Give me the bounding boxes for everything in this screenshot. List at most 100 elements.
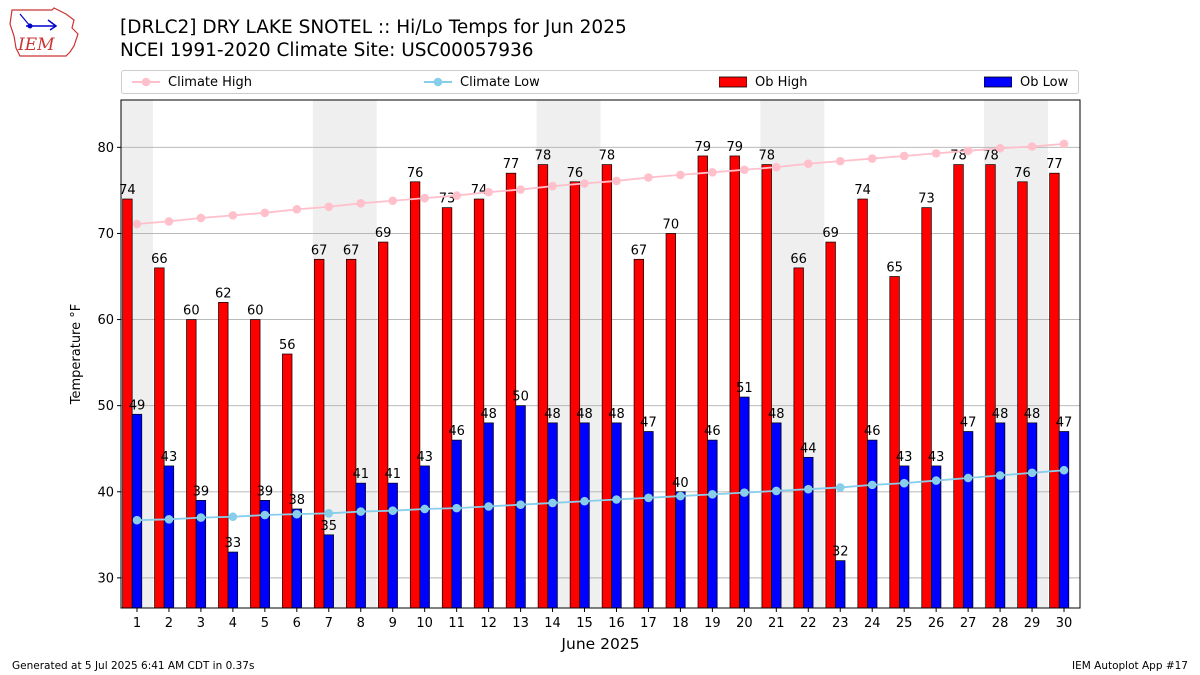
climate-low-point bbox=[803, 484, 813, 494]
ob-high-label: 76 bbox=[567, 166, 584, 181]
climate-low-point bbox=[324, 508, 334, 518]
x-tick-label: 28 bbox=[992, 616, 1009, 631]
x-tick-label: 19 bbox=[704, 616, 721, 631]
x-tick-label: 11 bbox=[448, 616, 465, 631]
ob-low-bar bbox=[195, 500, 207, 609]
legend: Climate High Climate Low Ob High Ob Low bbox=[121, 70, 1079, 94]
climate-high-point bbox=[676, 170, 685, 180]
ob-low-label: 47 bbox=[1056, 415, 1073, 430]
ob-high-label: 67 bbox=[631, 243, 648, 258]
ob-high-label: 56 bbox=[279, 338, 296, 353]
ob-high-bar bbox=[505, 172, 517, 609]
climate-high-point bbox=[260, 208, 270, 218]
ob-low-bar bbox=[707, 439, 718, 609]
chart-title: [DRLC2] DRY LAKE SNOTEL :: Hi/Lo Temps f… bbox=[120, 17, 627, 38]
ob-high-bar bbox=[761, 164, 772, 609]
climate-high-point bbox=[516, 185, 525, 194]
chart-subtitle: NCEI 1991-2020 Climate Site: USC00057936 bbox=[120, 40, 534, 61]
x-tick-label: 4 bbox=[229, 616, 237, 631]
climate-low-point bbox=[899, 478, 909, 488]
ob-low-bar bbox=[483, 422, 494, 609]
x-tick-label: 29 bbox=[1024, 616, 1041, 631]
x-tick-label: 25 bbox=[896, 616, 913, 631]
y-tick-label: 40 bbox=[97, 485, 114, 500]
ob-low-bar bbox=[291, 508, 302, 609]
climate-high-point bbox=[292, 205, 302, 214]
climate-low-point bbox=[420, 504, 429, 514]
ob-low-label: 38 bbox=[289, 493, 306, 508]
x-tick-label: 12 bbox=[480, 616, 497, 631]
ob-low-bar bbox=[931, 465, 942, 609]
ob-high-bar bbox=[377, 241, 389, 609]
x-tick-label: 14 bbox=[544, 616, 561, 631]
ob-low-label: 48 bbox=[992, 407, 1009, 422]
y-tick-label: 80 bbox=[97, 141, 114, 156]
x-tick-label: 21 bbox=[768, 616, 785, 631]
ob-high-bar bbox=[409, 181, 421, 609]
climate-low-point bbox=[867, 480, 877, 490]
climate-high-point bbox=[899, 151, 909, 161]
legend-item-ob-low: Ob Low bbox=[984, 71, 1068, 93]
climate-low-point bbox=[132, 515, 142, 525]
legend-label: Climate High bbox=[168, 74, 253, 90]
legend-swatch bbox=[984, 76, 1012, 88]
ob-low-bar bbox=[611, 422, 622, 609]
ob-high-bar bbox=[569, 181, 581, 609]
x-tick-label: 16 bbox=[608, 616, 625, 631]
climate-high-point bbox=[803, 159, 813, 169]
ob-low-bar bbox=[867, 439, 878, 609]
y-tick-label: 30 bbox=[97, 571, 114, 586]
ob-high-bar bbox=[218, 301, 229, 609]
ob-high-label: 74 bbox=[119, 183, 136, 198]
climate-high-point bbox=[580, 179, 589, 188]
ob-high-label: 79 bbox=[695, 140, 712, 155]
x-axis-label: June 2025 bbox=[560, 635, 639, 653]
ob-high-bar bbox=[633, 258, 645, 609]
legend-swatch bbox=[132, 77, 160, 87]
climate-low-point bbox=[388, 506, 398, 516]
ob-high-bar bbox=[1049, 172, 1060, 609]
ob-low-bar bbox=[1058, 431, 1070, 609]
climate-high-point bbox=[228, 211, 238, 220]
climate-high-point bbox=[324, 202, 334, 212]
ob-low-bar bbox=[803, 456, 814, 609]
ob-high-label: 62 bbox=[215, 286, 232, 301]
ob-high-bar bbox=[825, 241, 836, 609]
ob-high-label: 77 bbox=[503, 157, 520, 172]
climate-high-point bbox=[548, 181, 557, 191]
climate-low-point bbox=[484, 502, 493, 511]
ob-low-bar bbox=[323, 534, 334, 609]
ob-high-label: 74 bbox=[471, 183, 488, 198]
climate-low-line bbox=[136, 469, 1065, 522]
ob-high-label: 76 bbox=[1014, 166, 1031, 181]
x-tick-label: 3 bbox=[197, 616, 205, 631]
ob-high-bar bbox=[441, 207, 453, 609]
x-tick-label: 2 bbox=[165, 616, 173, 631]
climate-high-line bbox=[136, 143, 1065, 225]
ob-high-label: 79 bbox=[726, 140, 743, 155]
legend-label: Climate Low bbox=[460, 74, 540, 90]
ob-high-bar bbox=[122, 198, 133, 609]
ob-low-label: 43 bbox=[928, 450, 945, 465]
y-axis-label: Temperature °F bbox=[69, 304, 84, 405]
x-tick-label: 17 bbox=[640, 616, 657, 631]
y-tick-label: 50 bbox=[97, 399, 114, 414]
ob-high-label: 66 bbox=[790, 252, 807, 267]
logo-text: IEM bbox=[17, 35, 55, 55]
climate-low-point bbox=[995, 471, 1005, 480]
ob-high-label: 65 bbox=[886, 261, 903, 276]
ob-low-bar bbox=[962, 431, 974, 609]
x-tick-label: 27 bbox=[960, 616, 977, 631]
climate-high-point bbox=[164, 217, 174, 226]
ob-low-label: 48 bbox=[576, 407, 593, 422]
x-tick-label: 22 bbox=[800, 616, 817, 631]
ob-low-label: 47 bbox=[960, 415, 977, 430]
ob-high-label: 70 bbox=[663, 217, 680, 232]
x-tick-label: 8 bbox=[357, 616, 365, 631]
ob-high-label: 78 bbox=[950, 149, 967, 164]
ob-high-label: 69 bbox=[375, 226, 392, 241]
footer-app-label: IEM Autoplot App #17 bbox=[1072, 660, 1188, 672]
plot-frame bbox=[120, 99, 1081, 609]
climate-high-point bbox=[132, 219, 142, 229]
